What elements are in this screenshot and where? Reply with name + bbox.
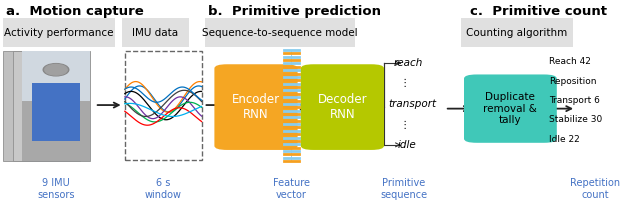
Text: Duplicate
removal &
tally: Duplicate removal & tally bbox=[483, 92, 538, 125]
Text: ⋮: ⋮ bbox=[399, 120, 410, 131]
Text: Repetition
count: Repetition count bbox=[570, 178, 620, 200]
Text: reach: reach bbox=[394, 58, 423, 68]
Bar bbox=[13, 51, 80, 161]
Text: Activity performance: Activity performance bbox=[4, 28, 114, 38]
Text: b.  Primitive prediction: b. Primitive prediction bbox=[208, 5, 381, 18]
Text: a.  Motion capture: a. Motion capture bbox=[6, 5, 144, 18]
FancyBboxPatch shape bbox=[301, 64, 384, 150]
Bar bbox=[32, 83, 80, 141]
Text: Counting algorithm: Counting algorithm bbox=[466, 28, 568, 38]
FancyBboxPatch shape bbox=[464, 74, 557, 143]
Text: idle: idle bbox=[397, 140, 416, 150]
Bar bbox=[461, 18, 573, 47]
Text: IMU data: IMU data bbox=[132, 28, 179, 38]
Text: transport: transport bbox=[388, 99, 436, 109]
Text: Decoder
RNN: Decoder RNN bbox=[317, 93, 367, 121]
Text: Transport 6: Transport 6 bbox=[549, 96, 600, 105]
Bar bbox=[22, 51, 90, 161]
Bar bbox=[125, 51, 202, 160]
Text: Stabilize 30: Stabilize 30 bbox=[549, 115, 602, 124]
Bar bbox=[122, 18, 189, 47]
Text: 9 IMU
sensors: 9 IMU sensors bbox=[37, 178, 74, 200]
Bar bbox=[22, 101, 90, 161]
FancyBboxPatch shape bbox=[214, 64, 298, 150]
Text: ⋮: ⋮ bbox=[399, 78, 410, 88]
Bar bbox=[22, 51, 90, 101]
Text: Idle 22: Idle 22 bbox=[549, 135, 580, 144]
Text: 6 s
window: 6 s window bbox=[145, 178, 182, 200]
Bar bbox=[205, 18, 355, 47]
Text: Reposition: Reposition bbox=[549, 76, 596, 85]
Text: Primitive
sequence: Primitive sequence bbox=[380, 178, 428, 200]
Bar bbox=[3, 51, 70, 161]
Ellipse shape bbox=[44, 64, 69, 76]
Text: Sequence-to-sequence model: Sequence-to-sequence model bbox=[202, 28, 358, 38]
Text: Encoder
RNN: Encoder RNN bbox=[232, 93, 280, 121]
Ellipse shape bbox=[45, 64, 67, 75]
Text: Feature
vector: Feature vector bbox=[273, 178, 310, 200]
Text: c.  Primitive count: c. Primitive count bbox=[470, 5, 607, 18]
Bar bbox=[3, 18, 115, 47]
Text: Reach 42: Reach 42 bbox=[549, 57, 591, 66]
